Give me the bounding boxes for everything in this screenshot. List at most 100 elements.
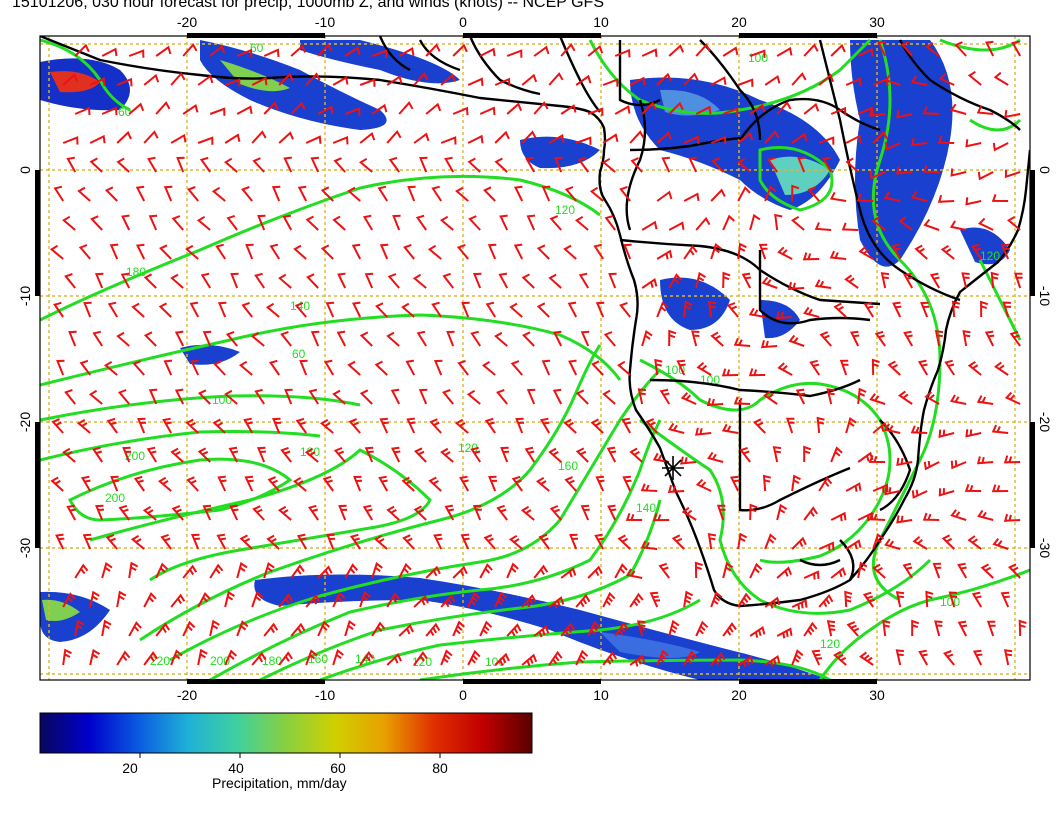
wind-barb xyxy=(912,536,928,550)
wind-barb xyxy=(984,330,995,347)
contour-label: 120 xyxy=(820,637,840,651)
wind-barb xyxy=(256,446,266,463)
wind-barb xyxy=(818,541,835,551)
contour-label: 180 xyxy=(126,265,146,279)
wind-barb xyxy=(371,621,386,637)
wind-barb xyxy=(681,506,697,521)
wind-barb xyxy=(661,156,671,173)
wind-barb xyxy=(470,446,482,463)
wind-barb xyxy=(829,250,847,260)
wind-barb xyxy=(419,156,428,173)
wind-barb xyxy=(593,243,605,260)
wind-barb xyxy=(857,387,867,405)
wind-barb xyxy=(171,505,184,521)
colorbar-tick-label: 20 xyxy=(122,760,138,776)
wind-barb xyxy=(143,273,157,289)
wind-barb xyxy=(567,301,578,318)
wind-barb xyxy=(857,561,868,579)
wind-barb xyxy=(266,534,280,550)
wind-barb xyxy=(803,102,820,115)
wind-barb xyxy=(614,621,629,637)
wind-barb xyxy=(511,475,523,492)
wind-barb xyxy=(668,329,677,347)
wind-barb xyxy=(922,512,940,521)
wind-barb xyxy=(614,48,631,58)
coastlines xyxy=(40,36,1030,608)
wind-barb xyxy=(209,44,226,57)
wind-barb xyxy=(62,215,76,231)
wind-barb xyxy=(617,360,631,376)
wind-barb xyxy=(170,133,187,144)
wind-barb xyxy=(413,505,427,521)
wind-barb xyxy=(776,46,793,57)
wind-barb xyxy=(332,389,346,405)
wind-barb xyxy=(182,43,198,57)
wind-barb xyxy=(869,108,886,117)
wind-barb xyxy=(892,301,902,318)
wind-barb xyxy=(106,417,118,434)
wind-barb xyxy=(359,78,376,87)
wind-barb xyxy=(580,330,590,347)
wind-barb xyxy=(89,157,103,173)
wind-barb xyxy=(883,191,901,202)
wind-barb xyxy=(162,417,173,434)
wind-barb xyxy=(880,272,890,289)
wind-barb xyxy=(244,475,254,492)
wind-barb xyxy=(224,133,241,144)
wind-barb xyxy=(911,619,920,637)
wind-barb xyxy=(305,135,322,144)
wind-barb xyxy=(641,329,653,347)
wind-barb xyxy=(294,302,307,318)
wind-barb xyxy=(55,533,65,550)
wind-barb xyxy=(521,594,537,608)
wind-barb xyxy=(452,43,468,57)
wind-barb xyxy=(1003,649,1013,666)
wind-barb xyxy=(470,330,482,347)
wind-barb xyxy=(976,456,994,465)
wind-barb xyxy=(869,393,886,405)
wind-barb xyxy=(604,214,616,231)
wind-barb xyxy=(737,78,754,87)
wind-barb xyxy=(619,301,631,318)
wind-barb xyxy=(485,301,497,318)
wind-barb xyxy=(251,130,267,144)
wind-barb xyxy=(293,244,307,260)
wind-barb xyxy=(857,47,874,57)
wind-barb xyxy=(332,76,349,86)
wind-barb xyxy=(809,359,821,376)
wind-barb xyxy=(182,103,199,115)
wind-barb xyxy=(549,215,562,231)
wind-barb xyxy=(807,186,820,202)
wind-barb xyxy=(695,271,707,289)
wind-barb xyxy=(971,243,982,260)
wind-barb xyxy=(716,504,726,521)
wind-barb xyxy=(869,170,886,180)
wind-barb xyxy=(944,359,956,376)
wind-barb xyxy=(494,77,511,87)
lon-tick-label: -10 xyxy=(315,14,335,30)
wind-barb xyxy=(440,594,456,608)
wind-barb xyxy=(954,41,967,57)
wind-barb xyxy=(251,591,264,608)
wind-barb xyxy=(791,184,800,202)
wind-barb xyxy=(961,272,970,289)
wind-barb xyxy=(217,475,227,492)
wind-barb xyxy=(595,475,605,492)
wind-barb xyxy=(132,360,145,376)
wind-barb xyxy=(749,562,763,579)
wind-barb xyxy=(189,301,200,318)
wind-barb xyxy=(911,137,928,147)
wind-barb xyxy=(53,301,64,318)
wind-barb xyxy=(606,446,617,463)
wind-barb xyxy=(575,447,589,463)
wind-barb xyxy=(923,460,940,471)
wind-barb xyxy=(777,362,793,376)
wind-barb xyxy=(741,272,752,289)
wind-barb xyxy=(148,214,158,231)
wind-barb xyxy=(872,533,885,550)
wind-barb xyxy=(833,302,847,318)
wind-barb xyxy=(658,562,670,579)
wind-barb xyxy=(323,359,335,376)
lon-tick-label: 20 xyxy=(731,687,747,703)
